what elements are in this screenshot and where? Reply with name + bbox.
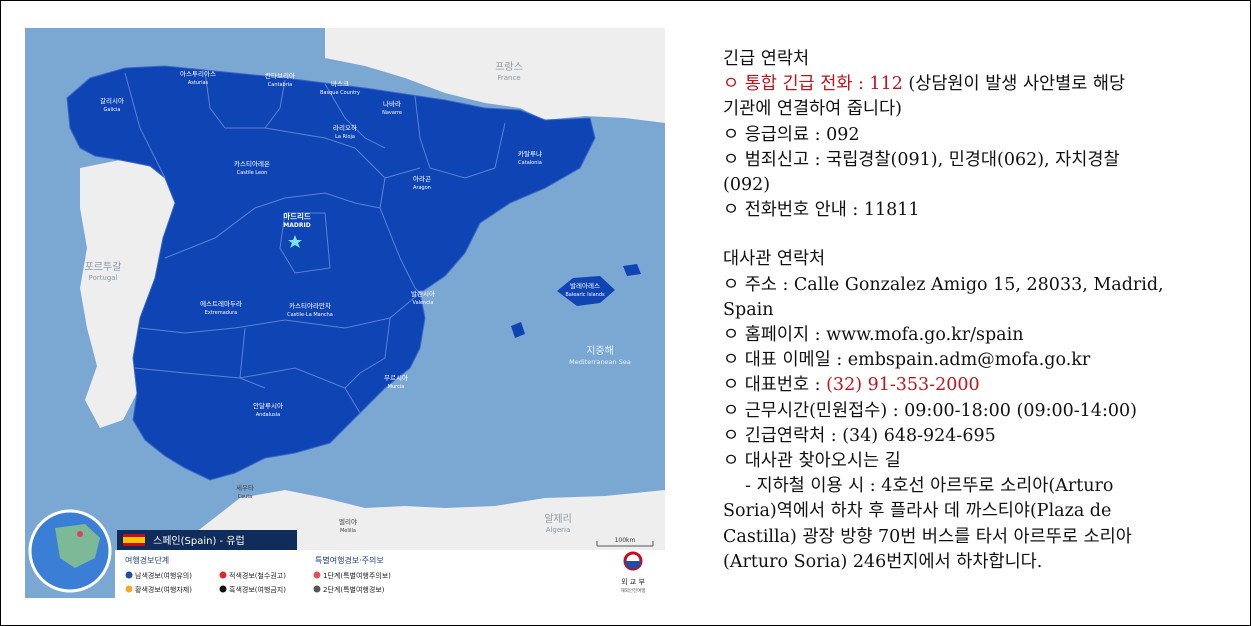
map-label-melilla: 멜리야 Melilla (339, 517, 357, 534)
emergency-line-112-cont: 기관에 연결하여 줍니다) (723, 99, 902, 120)
legend-item-label: 적색경보(철수권고) (229, 571, 286, 580)
map-label-madrid: 마드리드 MADRID (283, 211, 311, 229)
crime-line: ㅇ 범죄신고 : 국립경찰(091), 민경대(062), 자치경찰 (723, 149, 1120, 170)
directions-subway-cont1: Soria)역에서 하차 후 플라사 데 까스티야(Plaza de (723, 501, 1112, 522)
ibiza-island (511, 322, 525, 338)
map-label-extremadura: 에스트레마두라 Extremadura (200, 299, 242, 316)
map-label-valencia: 발렌시아 Valencia (411, 289, 435, 306)
legend-item-label: 흑색경보(여행금지) (229, 585, 286, 594)
phone-line: ㅇ 대표번호 : (32) 91-353-2000 (723, 375, 980, 396)
directory-line: ㅇ 전화번호 안내 : 11811 (723, 200, 920, 221)
legend-title-special-alert: 특별여행경보·주의보 (315, 555, 384, 565)
address-line-cont: Spain (723, 299, 774, 320)
map-label-asturias: 아스투리아스 Asturias (180, 69, 216, 86)
map-label-france: 프랑스 France (495, 61, 523, 82)
map-label-navarre: 나바라 Navarre (382, 99, 402, 116)
map-label-ceuta: 세우타 Ceuta (236, 483, 254, 500)
legend-color-dot (313, 571, 321, 579)
directions-line: ㅇ 대사관 찾아오시는 길 (723, 451, 901, 472)
legend-item-label: 남색경보(여행유의) (135, 571, 192, 580)
medical-line: ㅇ 응급의료 : 092 (723, 124, 860, 145)
mallorca-island (557, 276, 615, 306)
map-label-castile-leon: 카스티아레온 Castile Leon (234, 159, 270, 176)
map-label-basque-country: 바스크 Basque Country (320, 79, 360, 96)
spain-land (66, 65, 596, 481)
email-line: ㅇ 대표 이메일 : embspain.adm@mofa.go.kr (723, 350, 1091, 371)
spain-map: 갈리시아 Galicia 아스투리아스 Asturias 칸타브리아 Cantabri… (25, 28, 665, 598)
legend-color-dot (125, 585, 133, 593)
legend-item-label: 황색경보(여행자제) (135, 585, 192, 594)
portugal-land (80, 160, 175, 428)
embassy-title: 대사관 연락처 (723, 249, 826, 270)
legend-item-label: 2단계(특별여행경보) (323, 585, 385, 594)
directions-subway-cont2: Castilla) 광장 방향 70번 버스를 타서 아르뚜로 소리아 (723, 526, 1132, 547)
map-label-balearic-islands: 발레아레스 Balearic Islands (565, 281, 605, 298)
map-title: 스페인(Spain) - 유럽 (153, 535, 245, 547)
map-label-algeria: 알제리 Algeria (544, 513, 572, 534)
legend-color-dot (125, 571, 133, 579)
map-label-la-rioja: 라리오하 La Rioja (333, 123, 357, 140)
title-bar (117, 530, 297, 550)
emergency-title: 긴급 연락처 (723, 49, 810, 69)
region-borders (124, 71, 506, 414)
menorca-island (623, 264, 641, 276)
directions-subway: - 지하철 이용 시 : 4호선 아르뚜로 소리아(Arturo (745, 476, 1114, 497)
emergency-contact-line: ㅇ 긴급연락처 : (34) 648-924-695 (723, 425, 996, 446)
emergency-line-112: ㅇ 통합 긴급 전화 : 112 (상담원이 발생 사안별로 해당 (723, 74, 1126, 95)
legend-item-label: 1단계(특별여행주의보) (323, 571, 391, 580)
legend-color-dot (219, 585, 227, 593)
france-land (325, 28, 665, 123)
legend-color-dot (219, 571, 227, 579)
map-svg: 갈리시아 Galicia 아스투리아스 Asturias 칸타브리아 Cantabri… (25, 28, 665, 598)
ministry-subtitle: 해외안전여행 (621, 587, 646, 594)
map-label-andalusia: 안달루시아 Andalusia (253, 401, 283, 418)
legend-title-travel-alert: 여행경보단계 (125, 555, 169, 565)
map-label-galicia: 갈리시아 Galicia (100, 96, 124, 113)
address-line: ㅇ 주소 : Calle Gonzalez Amigo 15, 28033, M… (723, 274, 1164, 295)
legend-color-dot (313, 585, 321, 593)
map-label-cantabria: 칸타브리아 Cantabria (265, 71, 295, 88)
map-label-portugal: 포르투갈 Portugal (85, 260, 122, 282)
map-label-mediterranean-sea: 지중해 Mediterranean Sea (569, 344, 631, 366)
directions-subway-cont3: (Arturo Soria) 246번지에서 하차합니다. (723, 551, 1043, 572)
homepage-line: ㅇ 홈페이지 : www.mofa.go.kr/spain (723, 325, 1024, 346)
map-label-murcia: 무르시아 Murcia (384, 373, 408, 390)
legend-panel (115, 550, 665, 598)
contact-info: 긴급 연락처 ㅇ 통합 긴급 전화 : 112 (상담원이 발생 사안별로 해당… (723, 47, 1223, 575)
map-label-catalonia: 카탈루냐 Catalonia (518, 149, 542, 166)
madrid-capital-star (288, 235, 302, 248)
map-label-castile-la-mancha: 카스티야라만차 Castile-La Mancha (287, 301, 333, 318)
scale-label: 100km (615, 537, 636, 544)
ministry-name: 외 교 부 (621, 577, 645, 586)
map-label-aragon: 아라곤 Aragon (413, 174, 431, 191)
hours-line: ㅇ 근무시간(민원접수) : 09:00-18:00 (09:00-14:00) (723, 400, 1137, 421)
crime-line-cont: (092) (723, 175, 771, 196)
